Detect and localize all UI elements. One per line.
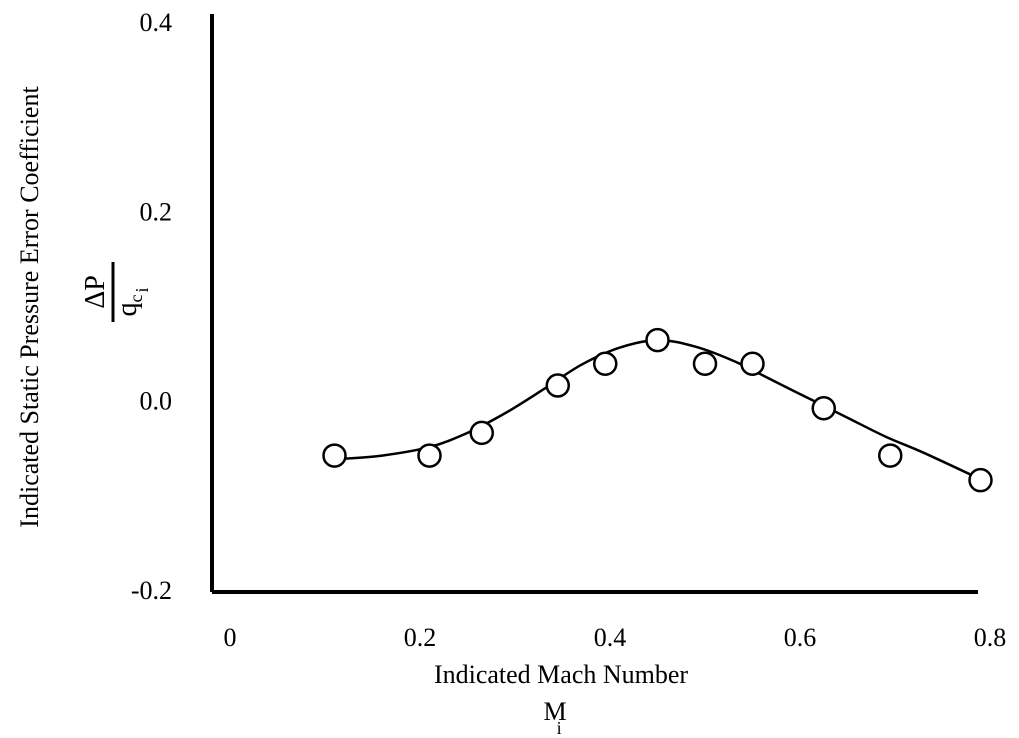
y-axis-label: Indicated Static Pressure Error Coeffici… bbox=[15, 86, 44, 528]
y-fraction-sub-c: c bbox=[126, 295, 146, 303]
data-point bbox=[692, 351, 718, 376]
x-tick-label: 0.4 bbox=[594, 623, 627, 652]
y-tick-label: -0.2 bbox=[131, 576, 172, 605]
data-point bbox=[593, 351, 618, 376]
data-point bbox=[968, 467, 993, 493]
x-tick-labels: 0 0.2 0.4 0.6 0.8 bbox=[224, 623, 1007, 652]
axes bbox=[210, 14, 978, 594]
y-axis-fraction: ΔP qci bbox=[80, 262, 152, 322]
y-tick-labels: -0.2 0.0 0.2 0.4 bbox=[131, 8, 172, 605]
x-tick-label: 0 bbox=[224, 623, 237, 652]
y-fraction-sub-i: i bbox=[132, 287, 152, 292]
data-point bbox=[545, 373, 570, 398]
x-axis-label: Indicated Mach Number bbox=[434, 660, 688, 689]
data-point bbox=[469, 420, 494, 446]
data-point bbox=[811, 395, 836, 421]
x-tick-label: 0.2 bbox=[404, 623, 437, 652]
y-fraction-q: q bbox=[112, 303, 143, 317]
y-tick-label: 0.4 bbox=[140, 8, 173, 37]
x-symbol-m: M bbox=[543, 697, 566, 726]
data-point bbox=[322, 443, 347, 468]
data-point bbox=[645, 327, 670, 353]
data-points bbox=[322, 327, 993, 493]
data-point bbox=[417, 443, 442, 468]
x-tick-label: 0.6 bbox=[784, 623, 817, 652]
data-point bbox=[878, 443, 903, 468]
y-tick-label: 0.2 bbox=[140, 197, 173, 226]
y-fraction-denominator: qci bbox=[112, 287, 152, 316]
data-point bbox=[740, 351, 765, 376]
y-fraction-numerator: ΔP bbox=[80, 275, 111, 309]
x-tick-label: 0.8 bbox=[974, 623, 1007, 652]
y-tick-label: 0.0 bbox=[140, 387, 173, 416]
x-symbol-sub-i: i bbox=[557, 718, 562, 738]
